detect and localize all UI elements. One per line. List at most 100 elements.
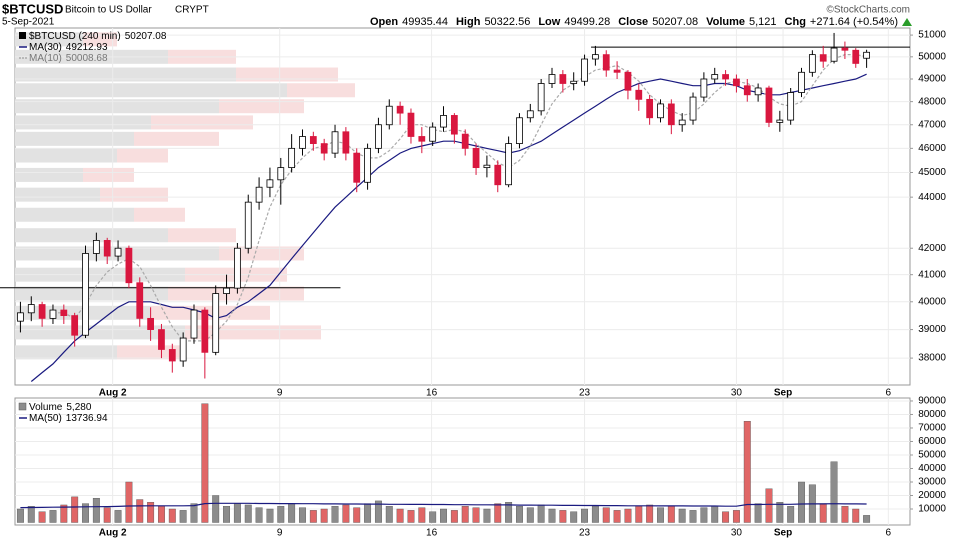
volume-bar — [27, 506, 35, 523]
moving-average-line — [53, 54, 867, 342]
candle-body — [711, 74, 719, 80]
candle-body — [852, 49, 860, 64]
volume-bar — [244, 504, 252, 523]
copyright: ©StockCharts.com — [826, 5, 910, 16]
volume-by-price-down — [236, 67, 338, 82]
candle-body — [700, 78, 708, 98]
y-tick-label: 48000 — [918, 96, 946, 107]
volume-bar — [114, 510, 122, 523]
quote-value: 49499.28 — [564, 16, 610, 28]
candle-body — [17, 312, 24, 322]
volume-bar — [429, 511, 437, 523]
quote-value: 5,121 — [749, 16, 777, 28]
candle-body — [505, 143, 512, 186]
candle-body — [49, 309, 57, 319]
candle-body — [559, 74, 567, 84]
y-tick-label: 50000 — [918, 51, 946, 62]
candle-body — [483, 164, 491, 169]
candle-body — [342, 131, 350, 154]
candle-body — [179, 337, 187, 362]
candle-body — [841, 47, 849, 51]
volume-bar — [320, 508, 328, 523]
quote-label: High — [456, 16, 481, 28]
up-arrow — [902, 18, 912, 26]
volume-bar — [266, 508, 274, 523]
candle-body — [592, 54, 599, 60]
moving-average-line — [20, 502, 867, 509]
volume-bar — [754, 503, 762, 523]
candle-body — [602, 54, 610, 71]
volume-by-price-up — [15, 83, 287, 98]
volume-bar — [526, 507, 534, 523]
candle-body — [147, 317, 154, 330]
legend-swatch — [19, 32, 26, 39]
candle-body — [299, 136, 306, 149]
quote-value: 50322.56 — [484, 16, 530, 28]
volume-bar — [374, 500, 382, 523]
candle-body — [667, 103, 675, 126]
volume-bar — [364, 503, 372, 523]
volume-by-price-up — [15, 148, 117, 163]
candle-body — [581, 58, 588, 82]
volume-bar — [743, 421, 751, 523]
candle-body — [646, 98, 654, 119]
volume-bar — [591, 506, 599, 523]
x-tick-label: 6 — [886, 528, 892, 539]
quote-label: Open — [370, 16, 398, 28]
moving-average-line — [30, 73, 867, 382]
candle-body — [27, 304, 35, 314]
legend-entry: Volume 5,280 — [29, 402, 92, 413]
candle-body — [92, 240, 100, 254]
volume-bar — [418, 507, 426, 523]
volume-bar — [299, 507, 306, 523]
legend-entry: MA(50) 13736.94 — [29, 413, 108, 424]
volume-by-price-up — [15, 99, 219, 114]
volume-bar — [396, 508, 404, 523]
candle-body — [234, 247, 241, 289]
volume-bar — [277, 506, 285, 523]
volume-bar — [71, 496, 79, 523]
volume-bar — [776, 502, 784, 523]
volume-bar — [505, 502, 513, 523]
volume-bar — [841, 506, 849, 523]
volume-bar — [309, 510, 317, 523]
x-tick-label: Aug 2 — [99, 388, 127, 399]
quote-line: Open 49935.44 High 50322.56 Low 49499.28 Close… — [370, 16, 898, 28]
legend-swatch — [18, 402, 27, 411]
y-tick-label: 46000 — [918, 143, 946, 154]
candle-body — [429, 126, 437, 142]
price-panel — [14, 27, 911, 386]
volume-bar — [798, 481, 805, 523]
y-tick-label: 70000 — [918, 423, 946, 434]
volume-bar — [602, 507, 610, 523]
volume-bar — [385, 506, 393, 523]
volume-bar — [136, 499, 144, 523]
volume-bar — [548, 508, 556, 523]
x-tick-label: 16 — [426, 528, 438, 539]
candle-body — [190, 309, 198, 339]
candle-body — [516, 117, 523, 144]
y-tick-label: 38000 — [918, 353, 946, 364]
candle-body — [103, 240, 111, 257]
quote-label: Chg — [785, 16, 806, 28]
candle-body — [309, 136, 317, 144]
legend-label: Volume — [29, 402, 63, 413]
legend-entry: $BTCUSD (240 min) 50207.08 — [29, 31, 167, 42]
volume-bar — [613, 510, 621, 523]
y-tick-label: 51000 — [918, 30, 946, 41]
legend-entry: MA(10) 50008.68 — [29, 53, 108, 64]
quote-label: Low — [538, 16, 560, 28]
volume-bar — [657, 507, 664, 523]
legend-value: 49212.93 — [66, 42, 108, 53]
volume-by-price-down — [151, 115, 253, 130]
candle-body — [201, 309, 209, 353]
quote-value: +271.64 (+0.54%) — [810, 16, 898, 28]
candle-body — [212, 293, 220, 353]
text-layer: 38000 39000 40000 41000 42000 44000 45000 46000… — [29, 30, 946, 539]
quote-value: 50207.08 — [652, 16, 698, 28]
volume-bar — [678, 508, 686, 523]
exchange: CRYPT — [175, 5, 209, 16]
volume-by-price-up — [15, 167, 83, 182]
volume-bar — [483, 508, 491, 523]
